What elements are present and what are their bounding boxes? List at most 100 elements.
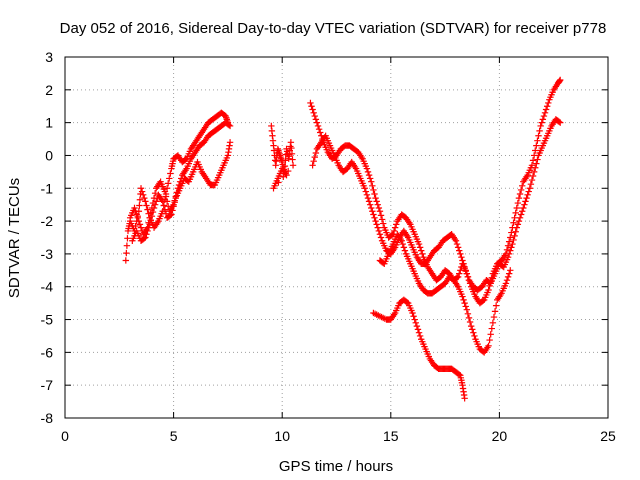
data-point (454, 244, 462, 251)
data-point (144, 227, 151, 235)
data-point (282, 157, 289, 164)
y-tick-labels: -8 -7 -6 -5 -4 -3 -2 -1 0 1 2 3 (41, 49, 54, 426)
data-point (517, 186, 525, 194)
data-point (516, 190, 524, 198)
x-tick-label: 5 (170, 428, 178, 444)
data-point (363, 165, 371, 172)
data-point (419, 250, 426, 258)
data-point (511, 232, 518, 240)
data-point (315, 126, 323, 133)
data-point (365, 198, 373, 205)
data-point (363, 191, 371, 199)
data-point (403, 299, 411, 306)
data-point (414, 326, 422, 333)
data-point (374, 201, 381, 208)
data-point (491, 308, 499, 315)
data-point (515, 194, 523, 202)
data-point (399, 240, 406, 248)
data-point (507, 247, 514, 254)
data-point (526, 185, 534, 192)
data-point (168, 211, 175, 218)
data-point (137, 224, 145, 231)
data-point (516, 214, 524, 222)
data-point (527, 180, 535, 188)
data-point (161, 188, 169, 195)
data-point (135, 217, 143, 225)
data-point (311, 112, 318, 120)
data-point (479, 297, 487, 304)
data-point (151, 189, 159, 197)
data-point (492, 302, 500, 309)
data-point (523, 194, 530, 202)
data-point (515, 217, 523, 225)
y-tick-label: -2 (41, 213, 54, 229)
data-point (456, 247, 463, 254)
data-point (162, 193, 170, 200)
y-tick-label: -7 (41, 377, 54, 393)
data-point (393, 221, 400, 228)
data-point (534, 156, 541, 163)
data-point (136, 202, 143, 209)
series-6 (309, 116, 564, 294)
data-point (462, 303, 469, 310)
data-point (505, 270, 513, 277)
series-8 (370, 296, 468, 402)
data-point (139, 191, 147, 199)
data-point (543, 103, 551, 110)
data-point (541, 109, 549, 116)
data-point (226, 122, 234, 130)
data-point (288, 150, 296, 158)
data-point (522, 198, 529, 205)
data-point (145, 224, 152, 231)
data-point (521, 201, 528, 208)
x-axis-title: GPS time / hours (279, 458, 393, 475)
data-point (307, 99, 314, 107)
data-points (122, 76, 564, 402)
y-tick-label: 0 (45, 147, 53, 163)
data-point (487, 331, 494, 338)
data-point (123, 249, 130, 257)
y-tick-label: 2 (45, 82, 53, 98)
data-point (513, 204, 520, 212)
data-point (401, 247, 409, 254)
data-point (147, 217, 154, 224)
data-point (533, 160, 540, 167)
y-tick-label: -8 (41, 410, 54, 426)
data-point (510, 236, 517, 244)
data-point (536, 127, 543, 135)
data-point (364, 168, 372, 176)
data-point (136, 196, 144, 203)
data-point (163, 185, 171, 192)
series-4 (268, 122, 297, 192)
data-point (151, 201, 159, 208)
data-point (530, 168, 538, 176)
data-point (375, 204, 383, 212)
data-point (504, 242, 512, 249)
data-point (486, 336, 493, 344)
data-point (415, 329, 423, 336)
data-point (463, 306, 471, 313)
data-point (529, 157, 537, 164)
data-point (415, 240, 423, 248)
data-point (159, 198, 166, 205)
data-point (538, 119, 545, 126)
data-point (517, 211, 525, 218)
x-tick-label: 10 (274, 428, 290, 444)
data-point (470, 329, 477, 336)
data-point (313, 119, 321, 126)
data-point (504, 253, 512, 261)
data-point (280, 173, 287, 180)
data-point (225, 121, 233, 129)
data-point (457, 267, 464, 274)
data-point (461, 395, 468, 402)
plot-frame (64, 56, 609, 419)
data-point (528, 176, 536, 184)
data-point (524, 191, 531, 199)
data-point (150, 204, 158, 212)
x-tick-label: 0 (61, 428, 69, 444)
data-point (533, 142, 540, 149)
data-point (142, 198, 149, 205)
data-point (488, 325, 495, 332)
data-point (555, 118, 563, 126)
data-point (368, 178, 375, 185)
